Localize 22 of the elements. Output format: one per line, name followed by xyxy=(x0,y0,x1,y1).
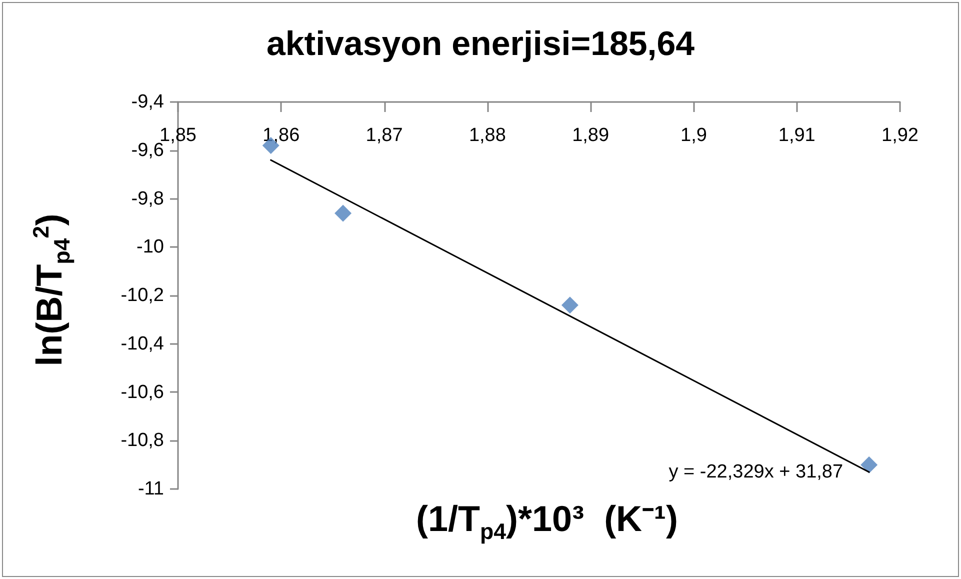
x-tick-label: 1,88 xyxy=(468,125,506,146)
y-tick-label: -9,6 xyxy=(131,140,164,161)
x-axis-title: (1/T$_{p4}$)*10³ (K⁻¹) xyxy=(416,498,678,544)
y-tick-label: -10,8 xyxy=(120,430,164,452)
annotation: y = -22,329x + 31,87 xyxy=(668,462,844,483)
point xyxy=(334,204,352,222)
y-tick-label: -10,6 xyxy=(120,382,164,403)
x-tick-label: 1,91 xyxy=(778,125,816,146)
x-tick-label: 1,87 xyxy=(366,125,403,146)
x-tick-label: 1,89 xyxy=(572,125,610,146)
x-tick-label: 1,86 xyxy=(262,125,300,146)
y-tick-label: -9,4 xyxy=(131,92,164,112)
x-tick-label: 1,92 xyxy=(882,125,918,146)
y-tick-label: -10 xyxy=(136,236,164,258)
point xyxy=(860,456,878,474)
y-tick-label: -10,4 xyxy=(120,333,164,354)
chart-title: aktivasyon enerjisi=185,64 xyxy=(266,25,695,63)
y-tick-label: -10,2 xyxy=(120,285,164,306)
point xyxy=(561,296,578,314)
x-tick-label: 1,9 xyxy=(680,125,707,146)
y-tick-label: -11 xyxy=(138,478,164,500)
y-tick-label: -9,8 xyxy=(131,188,164,210)
